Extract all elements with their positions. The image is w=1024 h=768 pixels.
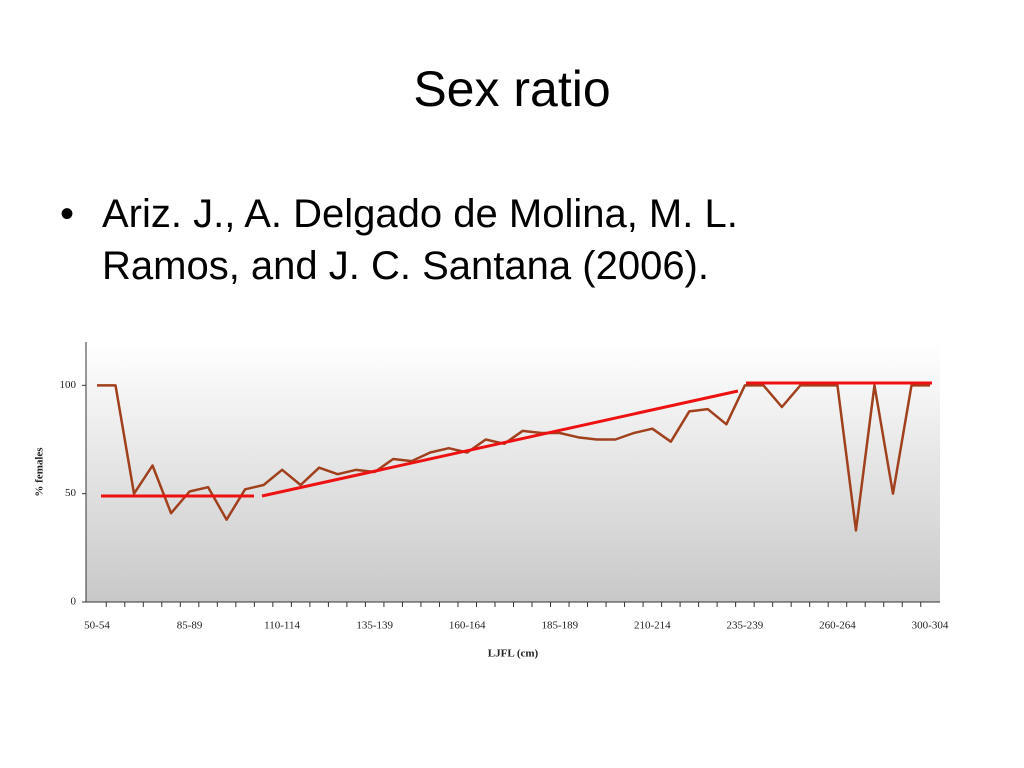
bullet: • Ariz. J., A. Delgado de Molina, M. L. R… [60,188,860,292]
slide-title: Sex ratio [413,61,611,117]
y-tick-label: 0 [71,596,77,608]
y-axis-label: % females [34,447,46,497]
trend-lines [101,381,932,498]
bullet-dot: • [60,192,75,236]
x-tick-label: 300-304 [912,620,949,632]
y-tick-label: 100 [60,379,77,391]
y-tick-label: 50 [65,487,77,499]
x-tick-label: 110-114 [264,620,300,632]
x-tick-label: 135-139 [356,620,393,632]
x-axis-label: LJFL (cm) [488,648,539,660]
x-tick-label: 260-264 [819,620,856,632]
x-tick-label: 185-189 [541,620,578,632]
trend-line [261,389,739,498]
x-tick-label: 50-54 [84,620,110,632]
plot-area [86,342,940,602]
x-tick-label: 210-214 [634,620,671,632]
x-tick-label: 235-239 [727,620,764,632]
x-tick-label: 160-164 [449,620,486,632]
x-tick-label: 85-89 [177,620,203,632]
bullet-text: Ariz. J., A. Delgado de Molina, M. L. Ra… [102,192,738,288]
data-line [97,384,930,532]
